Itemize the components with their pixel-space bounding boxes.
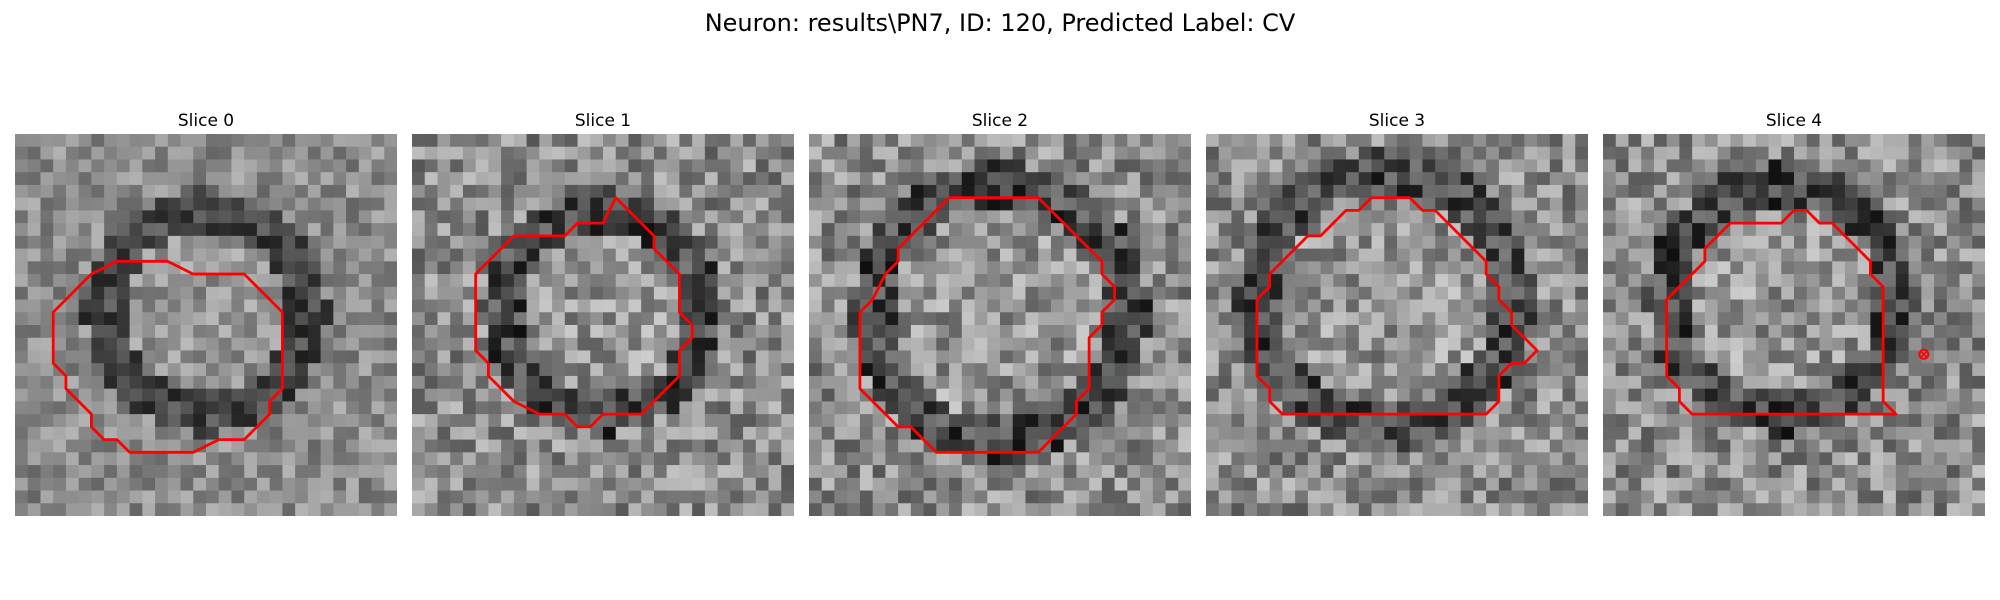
- centroid-marker: [1918, 348, 1930, 360]
- slice-image-0: [15, 134, 397, 516]
- roi-contour-4: [1665, 208, 1898, 416]
- slice-image-3: [1206, 134, 1588, 516]
- slice-title-2: Slice 2: [971, 111, 1029, 131]
- slice-image-2: [809, 134, 1191, 516]
- slice-title-4: Slice 4: [1765, 111, 1823, 131]
- slice-title-0: Slice 0: [177, 111, 235, 131]
- slice-title-1: Slice 1: [574, 111, 632, 131]
- slice-image-1: [412, 134, 794, 516]
- figure-title: Neuron: results\PN7, ID: 120, Predicted …: [704, 9, 1296, 37]
- slice-title-3: Slice 3: [1368, 111, 1426, 131]
- roi-contour-0: [51, 259, 284, 454]
- roi-contour-2: [858, 196, 1117, 454]
- slice-image-4: [1603, 134, 1985, 516]
- roi-contour-3: [1255, 196, 1539, 416]
- roi-contour-1: [474, 196, 694, 429]
